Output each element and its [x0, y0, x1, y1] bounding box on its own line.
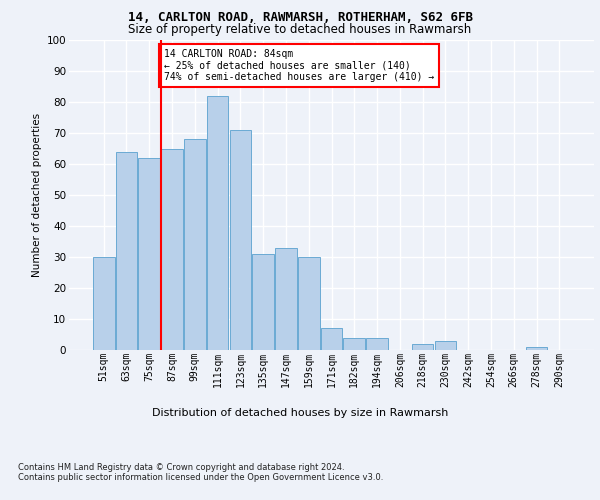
Bar [139, 158, 160, 350]
Text: 14 CARLTON ROAD: 84sqm
← 25% of detached houses are smaller (140)
74% of semi-de: 14 CARLTON ROAD: 84sqm ← 25% of detached… [164, 50, 434, 82]
Bar [207, 96, 229, 350]
Text: Contains HM Land Registry data © Crown copyright and database right 2024.: Contains HM Land Registry data © Crown c… [18, 462, 344, 471]
Bar [298, 257, 320, 350]
Bar [161, 148, 183, 350]
Bar [275, 248, 297, 350]
Bar [343, 338, 365, 350]
Bar [366, 338, 388, 350]
Text: Distribution of detached houses by size in Rawmarsh: Distribution of detached houses by size … [152, 408, 448, 418]
Bar [184, 139, 206, 350]
Text: 14, CARLTON ROAD, RAWMARSH, ROTHERHAM, S62 6FB: 14, CARLTON ROAD, RAWMARSH, ROTHERHAM, S… [128, 11, 473, 24]
Bar [93, 257, 115, 350]
Bar [116, 152, 137, 350]
Text: Contains public sector information licensed under the Open Government Licence v3: Contains public sector information licen… [18, 472, 383, 482]
Bar [434, 340, 456, 350]
Text: Size of property relative to detached houses in Rawmarsh: Size of property relative to detached ho… [128, 22, 472, 36]
Bar [253, 254, 274, 350]
Bar [526, 347, 547, 350]
Bar [320, 328, 343, 350]
Bar [412, 344, 433, 350]
Y-axis label: Number of detached properties: Number of detached properties [32, 113, 43, 277]
Bar [230, 130, 251, 350]
